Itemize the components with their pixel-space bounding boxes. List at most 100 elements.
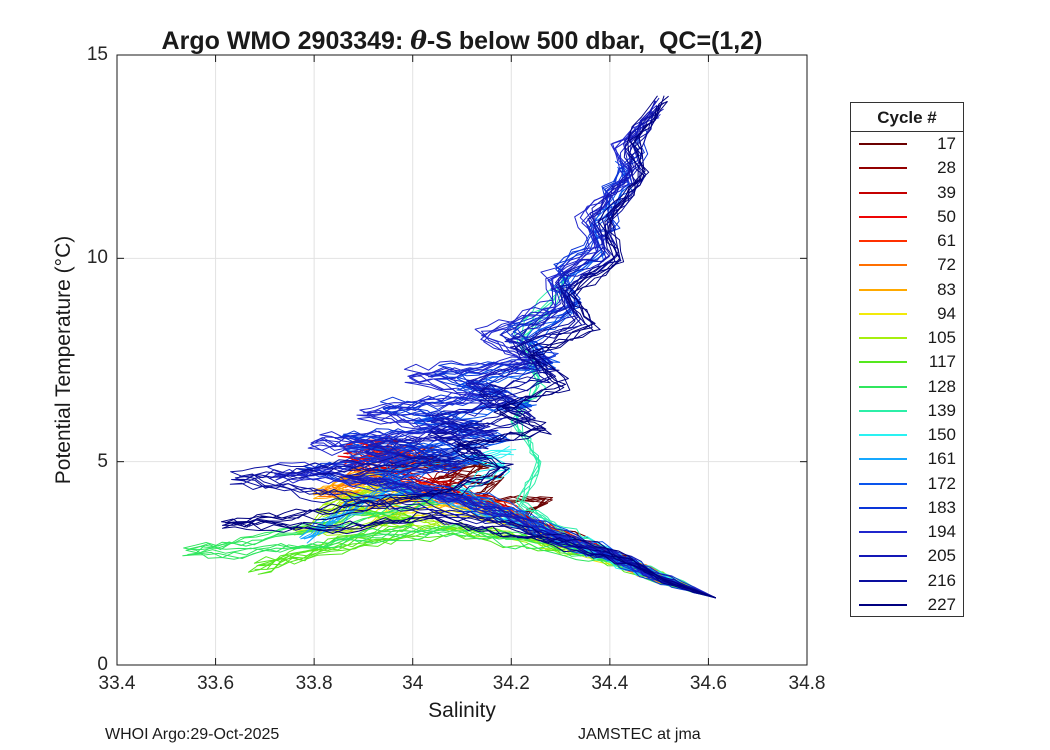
legend-entry-cycle-150: 150 xyxy=(851,423,963,447)
legend-line-sample xyxy=(859,191,907,194)
legend-entry-cycle-216: 216 xyxy=(851,569,963,593)
legend-entry-cycle-39: 39 xyxy=(851,181,963,205)
profile-line-cycle-117 xyxy=(254,510,716,599)
axes-box xyxy=(116,54,808,666)
legend-entry-cycle-205: 205 xyxy=(851,544,963,568)
profile-line-cycle-205 xyxy=(354,100,717,599)
legend-line-sample xyxy=(859,579,907,582)
theta-symbol: θ xyxy=(410,26,427,55)
legend-entry-cycle-183: 183 xyxy=(851,496,963,520)
profile-line-cycle-150 xyxy=(450,451,716,599)
legend-line-sample xyxy=(859,361,907,364)
y-axis-label: Potential Temperature (°C) xyxy=(52,235,75,485)
x-tick-label-33.6: 33.6 xyxy=(197,673,235,694)
profile-line-cycle-139 xyxy=(513,281,716,599)
legend-line-sample xyxy=(859,264,907,267)
x-tick-label-33.8: 33.8 xyxy=(295,673,333,694)
profile-line-cycle-216 xyxy=(229,107,716,599)
y-tick-label-10: 10 xyxy=(86,247,108,269)
legend-entry-cycle-161: 161 xyxy=(851,447,963,471)
footer-source-left: WHOI Argo:29-Oct-2025 xyxy=(105,726,280,743)
legend-entry-cycle-227: 227 xyxy=(851,593,963,617)
legend-line-sample xyxy=(859,458,907,461)
legend-entry-cycle-105: 105 xyxy=(851,326,963,350)
legend-entry-label: 28 xyxy=(937,158,956,178)
legend-entry-label: 117 xyxy=(928,352,956,372)
x-axis-label: Salinity xyxy=(428,699,496,722)
legend-line-sample xyxy=(859,531,907,534)
chart-title-suffix: -S below 500 dbar, QC=(1,2) xyxy=(426,27,763,55)
legend-entry-cycle-128: 128 xyxy=(851,375,963,399)
legend-entry-label: 161 xyxy=(927,449,956,469)
profile-line-cycle-227 xyxy=(225,95,716,599)
x-tick-label-34.6: 34.6 xyxy=(689,673,727,694)
legend-line-sample xyxy=(859,434,907,437)
legend-line-sample xyxy=(859,482,907,485)
profile-line-cycle-194 xyxy=(277,104,716,599)
legend-entry-cycle-139: 139 xyxy=(851,399,963,423)
legend-line-sample xyxy=(859,288,907,291)
y-tick-label-5: 5 xyxy=(97,450,108,472)
legend-line-sample xyxy=(859,167,907,170)
x-tick-label-34.2: 34.2 xyxy=(492,673,530,694)
x-tick-label-33.4: 33.4 xyxy=(98,673,136,694)
legend-entry-cycle-50: 50 xyxy=(851,205,963,229)
legend-entry-label: 183 xyxy=(927,497,956,517)
legend-line-sample xyxy=(859,312,907,315)
profile-line-cycle-183 xyxy=(297,133,716,599)
y-tick-label-0: 0 xyxy=(97,654,108,675)
legend-entry-cycle-61: 61 xyxy=(851,229,963,253)
legend-line-sample xyxy=(859,240,907,243)
profile-line-cycle-227 xyxy=(222,101,716,599)
profile-line-cycle-194 xyxy=(274,111,717,599)
legend-entry-label: 139 xyxy=(927,400,956,420)
legend-line-sample xyxy=(859,215,907,218)
legend-entry-label: 39 xyxy=(937,182,956,202)
profile-line-cycle-216 xyxy=(231,102,716,599)
legend-line-sample xyxy=(859,143,907,146)
legend-entry-cycle-94: 94 xyxy=(851,302,963,326)
x-tick-label-34.4: 34.4 xyxy=(591,673,629,694)
chart-title: Argo WMO 2903349: θ -S below 500 dbar, Q… xyxy=(162,26,763,56)
profile-line-cycle-128 xyxy=(187,493,716,599)
legend-line-sample xyxy=(859,385,907,388)
legend-entry-label: 216 xyxy=(927,570,956,590)
legend-entry-cycle-194: 194 xyxy=(851,520,963,544)
footer-source-right: JAMSTEC at jma xyxy=(578,726,701,743)
legend-entry-label: 128 xyxy=(927,376,956,396)
legend-entry-label: 150 xyxy=(927,425,956,445)
legend-entry-label: 227 xyxy=(927,594,956,614)
legend-line-sample xyxy=(859,409,907,412)
legend-line-sample xyxy=(859,337,907,340)
legend-line-sample xyxy=(859,555,907,558)
legend-entry-cycle-83: 83 xyxy=(851,278,963,302)
x-tick-label-34: 34 xyxy=(402,673,424,694)
profile-line-cycle-128 xyxy=(182,491,716,599)
legend-box: Cycle # 17 28 39 50 61 72 83 94 105 117 128 139 150 1… xyxy=(850,102,964,617)
legend-entry-cycle-172: 172 xyxy=(851,472,963,496)
legend-entry-cycle-17: 17 xyxy=(851,132,963,156)
legend-entry-label: 172 xyxy=(927,473,956,493)
profile-line-cycle-194 xyxy=(268,113,717,599)
legend-entry-label: 105 xyxy=(927,328,956,348)
y-tick-label-15: 15 xyxy=(86,44,108,65)
legend-entry-label: 72 xyxy=(937,255,956,275)
profile-line-cycle-150 xyxy=(451,453,717,599)
legend-entry-label: 194 xyxy=(927,522,956,542)
chart-title-prefix: Argo WMO 2903349: xyxy=(161,27,411,55)
legend-entries: 17 28 39 50 61 72 83 94 105 117 128 139 150 161 172 183… xyxy=(851,132,963,617)
profile-line-cycle-227 xyxy=(222,95,716,599)
legend-line-sample xyxy=(859,506,907,509)
legend-entry-label: 94 xyxy=(937,303,956,323)
legend-entry-label: 83 xyxy=(937,279,956,299)
legend-entry-label: 17 xyxy=(937,134,956,154)
profile-line-cycle-205 xyxy=(346,97,716,599)
profile-line-cycle-216 xyxy=(230,112,716,599)
legend-entry-label: 61 xyxy=(937,231,956,251)
legend-title: Cycle # xyxy=(851,103,963,132)
legend-entry-cycle-117: 117 xyxy=(851,350,963,374)
profile-line-cycle-227 xyxy=(221,100,716,599)
legend-entry-cycle-72: 72 xyxy=(851,253,963,277)
